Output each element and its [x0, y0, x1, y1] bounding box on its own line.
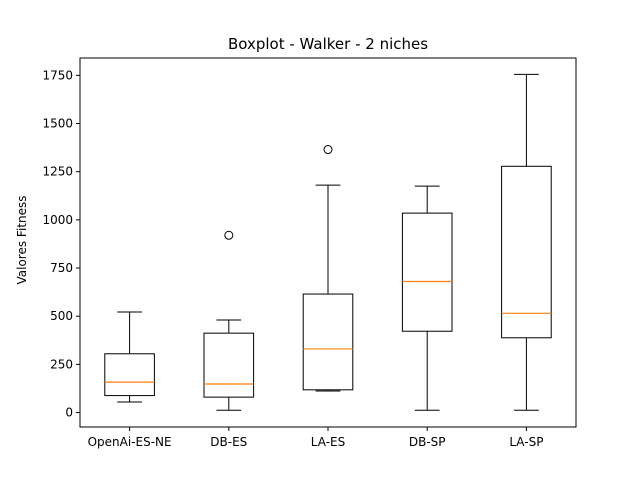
box-group	[401, 185, 453, 411]
x-tick-label: LA-ES	[311, 435, 345, 449]
x-tick-label: LA-SP	[509, 435, 543, 449]
y-tick-label: 1000	[42, 213, 73, 227]
box-group	[104, 311, 155, 403]
y-tick-label: 1500	[42, 117, 73, 131]
outlier-point	[323, 145, 333, 155]
axes-frame	[79, 57, 577, 428]
y-tick-label: 500	[50, 309, 73, 323]
x-tick-label: OpenAi-ES-NE	[88, 435, 172, 449]
y-axis-label: Valores Fitness	[15, 196, 29, 285]
x-tick-label: DB-ES	[210, 435, 247, 449]
box-group	[203, 230, 255, 411]
y-tick-label: 1250	[42, 165, 73, 179]
box-group	[302, 145, 354, 392]
y-tick-label: 0	[65, 406, 73, 420]
y-tick-label: 250	[50, 357, 73, 371]
iqr-box	[203, 332, 255, 398]
iqr-box	[302, 293, 354, 391]
iqr-box	[501, 165, 552, 339]
box-group	[501, 73, 552, 411]
y-tick-label: 1750	[42, 68, 73, 82]
iqr-box	[401, 212, 453, 332]
outlier-point	[224, 230, 234, 240]
y-tick-label: 750	[50, 261, 73, 275]
chart-title: Boxplot - Walker - 2 niches	[228, 35, 428, 53]
iqr-box	[104, 353, 155, 397]
x-tick-label: DB-SP	[409, 435, 446, 449]
plot-area: 0 250 500 750 1000 1250 1500 1750 OpenAi-ES-NE DB…	[42, 68, 552, 449]
